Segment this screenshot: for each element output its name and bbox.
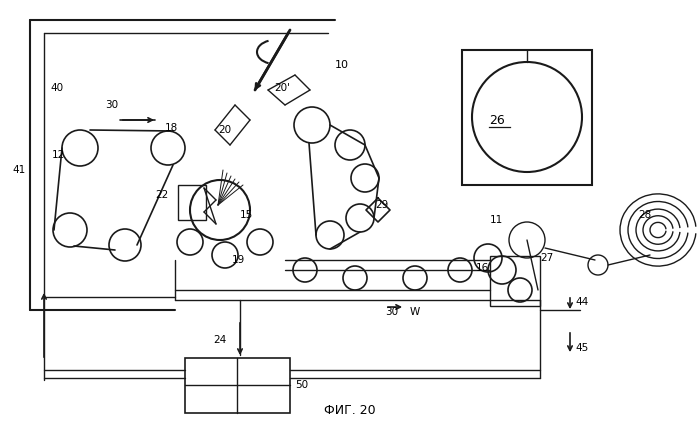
Text: 19: 19 — [232, 255, 245, 265]
Text: 30: 30 — [105, 100, 118, 110]
Text: 45: 45 — [575, 343, 589, 353]
Text: 29: 29 — [375, 200, 388, 210]
Text: 18: 18 — [165, 123, 178, 133]
Text: 26: 26 — [489, 113, 505, 127]
Text: 12: 12 — [52, 150, 65, 160]
Bar — [490, 256, 540, 306]
Text: 20: 20 — [218, 125, 231, 135]
Text: 24: 24 — [213, 335, 226, 345]
Text: 40: 40 — [50, 83, 63, 93]
Text: 44: 44 — [575, 297, 589, 307]
Text: 11: 11 — [490, 215, 503, 225]
Text: 50: 50 — [295, 380, 308, 390]
Text: 20': 20' — [274, 83, 290, 93]
Text: 10: 10 — [335, 60, 349, 70]
Text: 16: 16 — [476, 263, 489, 273]
Text: ФИГ. 20: ФИГ. 20 — [324, 403, 376, 417]
Text: 30: 30 — [385, 307, 398, 317]
Text: 41: 41 — [12, 165, 25, 175]
Bar — [462, 50, 592, 185]
Bar — [178, 185, 206, 220]
Text: 27: 27 — [540, 253, 553, 263]
Text: 28: 28 — [638, 210, 651, 220]
Bar — [185, 358, 290, 413]
Text: 22: 22 — [155, 190, 168, 200]
Text: 15: 15 — [240, 210, 253, 220]
Text: W: W — [410, 307, 420, 317]
